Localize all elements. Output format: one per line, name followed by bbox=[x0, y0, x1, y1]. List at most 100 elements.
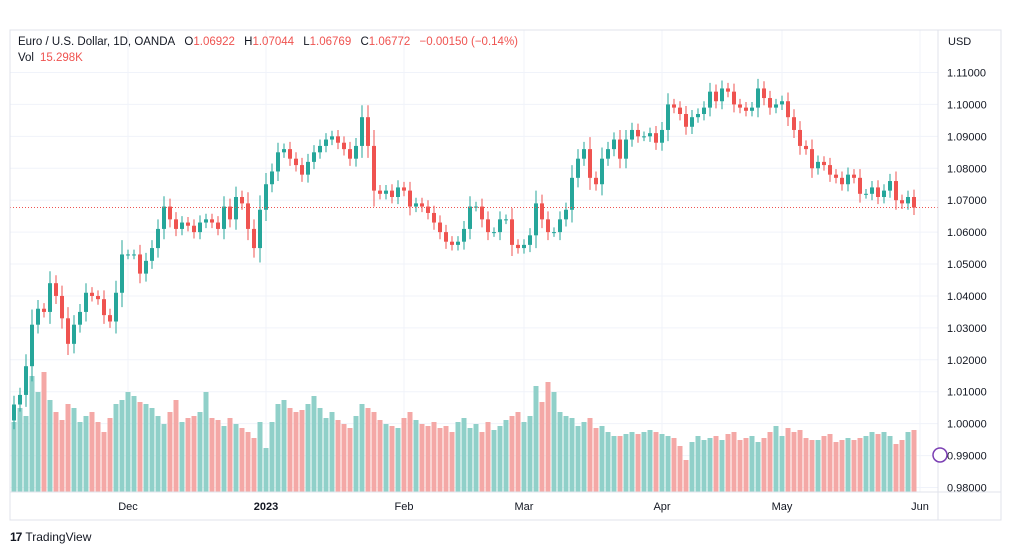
candle-body[interactable] bbox=[288, 149, 292, 159]
candle-body[interactable] bbox=[528, 235, 532, 245]
candle-body[interactable] bbox=[414, 203, 418, 207]
candle-body[interactable] bbox=[78, 311, 82, 325]
candle-body[interactable] bbox=[270, 171, 274, 185]
candle-body[interactable] bbox=[372, 145, 376, 191]
candle-body[interactable] bbox=[90, 292, 94, 296]
candle-body[interactable] bbox=[222, 206, 226, 229]
candle-body[interactable] bbox=[714, 91, 718, 102]
candle-body[interactable] bbox=[540, 203, 544, 220]
candle-body[interactable] bbox=[534, 203, 538, 236]
candle-body[interactable] bbox=[720, 88, 724, 102]
candle-body[interactable] bbox=[522, 244, 526, 249]
candle-body[interactable] bbox=[156, 228, 160, 249]
candle-body[interactable] bbox=[822, 161, 826, 166]
candle-body[interactable] bbox=[312, 152, 316, 162]
candle-body[interactable] bbox=[324, 139, 328, 146]
candle-body[interactable] bbox=[600, 158, 604, 185]
candle-body[interactable] bbox=[354, 145, 358, 159]
candle-body[interactable] bbox=[606, 149, 610, 159]
candle-body[interactable] bbox=[264, 184, 268, 210]
candle-body[interactable] bbox=[216, 222, 220, 229]
candle-body[interactable] bbox=[732, 91, 736, 105]
candle-body[interactable] bbox=[420, 203, 424, 207]
candle-body[interactable] bbox=[54, 283, 58, 296]
candle-body[interactable] bbox=[432, 212, 436, 223]
candle-body[interactable] bbox=[612, 139, 616, 150]
candle-body[interactable] bbox=[690, 117, 694, 127]
candle-body[interactable] bbox=[36, 308, 40, 325]
candle-body[interactable] bbox=[576, 158, 580, 178]
candle-body[interactable] bbox=[336, 136, 340, 143]
candle-body[interactable] bbox=[330, 136, 334, 140]
candle-body[interactable] bbox=[582, 149, 586, 159]
candle-body[interactable] bbox=[834, 174, 838, 178]
candle-body[interactable] bbox=[210, 219, 214, 223]
candle-body[interactable] bbox=[648, 133, 652, 137]
candle-body[interactable] bbox=[666, 104, 670, 130]
candle-body[interactable] bbox=[408, 190, 412, 207]
candle-body[interactable] bbox=[102, 299, 106, 316]
candle-body[interactable] bbox=[894, 181, 898, 201]
candle-body[interactable] bbox=[756, 88, 760, 108]
candle-body[interactable] bbox=[654, 133, 658, 143]
candle-body[interactable] bbox=[378, 190, 382, 194]
candle-body[interactable] bbox=[42, 308, 46, 312]
candle-body[interactable] bbox=[588, 149, 592, 178]
candle-body[interactable] bbox=[12, 404, 16, 421]
candle-body[interactable] bbox=[108, 315, 112, 322]
candle-body[interactable] bbox=[858, 177, 862, 194]
candle-body[interactable] bbox=[810, 149, 814, 169]
candle-body[interactable] bbox=[780, 101, 784, 105]
candle-body[interactable] bbox=[684, 114, 688, 127]
candle-body[interactable] bbox=[450, 241, 454, 245]
candle-body[interactable] bbox=[192, 225, 196, 233]
candle-body[interactable] bbox=[204, 219, 208, 223]
candle-body[interactable] bbox=[558, 219, 562, 233]
candle-body[interactable] bbox=[744, 107, 748, 111]
candle-body[interactable] bbox=[804, 145, 808, 150]
candle-body[interactable] bbox=[888, 181, 892, 191]
candle-body[interactable] bbox=[660, 129, 664, 143]
candle-body[interactable] bbox=[852, 174, 856, 178]
candle-body[interactable] bbox=[24, 366, 28, 395]
candle-body[interactable] bbox=[348, 149, 352, 159]
candle-body[interactable] bbox=[828, 165, 832, 175]
candle-body[interactable] bbox=[630, 129, 634, 140]
candle-body[interactable] bbox=[366, 117, 370, 146]
candle-body[interactable] bbox=[762, 88, 766, 99]
candle-body[interactable] bbox=[792, 117, 796, 130]
candle-body[interactable] bbox=[198, 222, 202, 233]
candle-body[interactable] bbox=[846, 174, 850, 185]
candle-body[interactable] bbox=[594, 177, 598, 185]
candle-body[interactable] bbox=[180, 222, 184, 229]
candle-body[interactable] bbox=[672, 104, 676, 108]
candle-body[interactable] bbox=[258, 209, 262, 249]
candle-body[interactable] bbox=[276, 152, 280, 172]
candle-body[interactable] bbox=[390, 190, 394, 197]
price-axis[interactable]: 1.11000 1.10000 1.09000 1.08000 1.07000 1.060… bbox=[947, 68, 987, 495]
candle-body[interactable] bbox=[774, 104, 778, 108]
candle-body[interactable] bbox=[84, 292, 88, 312]
candle-body[interactable] bbox=[498, 219, 502, 233]
candle-body[interactable] bbox=[60, 295, 64, 319]
candle-body[interactable] bbox=[132, 254, 136, 256]
candle-body[interactable] bbox=[114, 292, 118, 322]
candle-body[interactable] bbox=[642, 136, 646, 138]
candle-body[interactable] bbox=[702, 107, 706, 114]
candle-body[interactable] bbox=[570, 177, 574, 210]
candle-body[interactable] bbox=[786, 101, 790, 118]
candle-body[interactable] bbox=[138, 254, 142, 274]
candle-body[interactable] bbox=[186, 222, 190, 226]
candle-body[interactable] bbox=[516, 244, 520, 249]
candle-body[interactable] bbox=[798, 129, 802, 146]
candle-body[interactable] bbox=[294, 158, 298, 166]
candle-body[interactable] bbox=[870, 187, 874, 194]
candle-body[interactable] bbox=[438, 222, 442, 233]
candle-body[interactable] bbox=[636, 129, 640, 137]
candle-body[interactable] bbox=[486, 219, 490, 233]
candle-body[interactable] bbox=[456, 241, 460, 245]
candle-body[interactable] bbox=[426, 206, 430, 213]
candle-body[interactable] bbox=[282, 149, 286, 153]
candle-body[interactable] bbox=[480, 206, 484, 220]
candle-body[interactable] bbox=[126, 254, 130, 256]
